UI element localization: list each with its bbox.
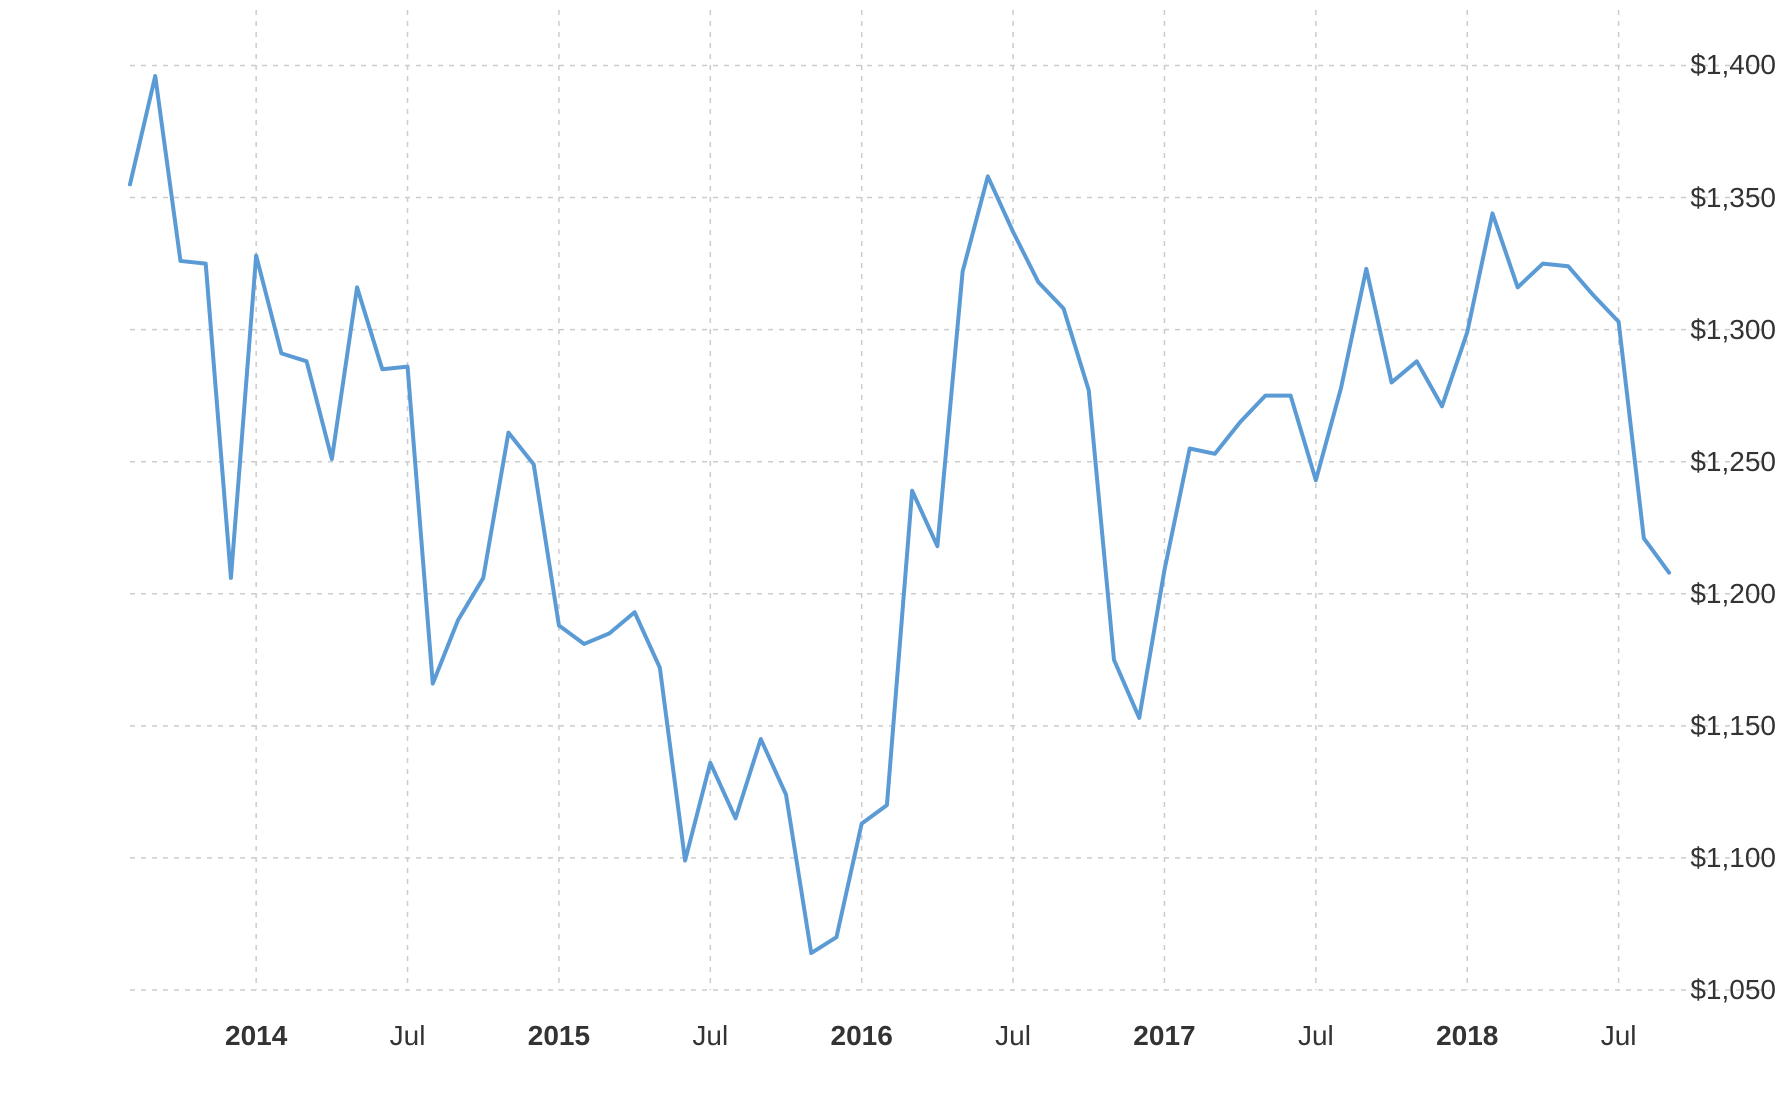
x-axis-label: Jul — [692, 1020, 728, 1052]
x-axis-label: 2014 — [225, 1020, 287, 1052]
x-axis-label: 2015 — [528, 1020, 590, 1052]
line-chart — [0, 0, 1776, 1120]
x-axis-label: Jul — [1601, 1020, 1637, 1052]
y-axis-label: $1,300 — [1658, 314, 1776, 346]
x-axis-label: 2018 — [1436, 1020, 1498, 1052]
y-axis-label: $1,150 — [1658, 710, 1776, 742]
y-axis-label: $1,250 — [1658, 446, 1776, 478]
x-axis-label: 2016 — [831, 1020, 893, 1052]
y-axis-label: $1,050 — [1658, 974, 1776, 1006]
x-axis-label: Jul — [1298, 1020, 1334, 1052]
y-axis-label: $1,100 — [1658, 842, 1776, 874]
y-axis-label: $1,350 — [1658, 182, 1776, 214]
x-axis-label: Jul — [390, 1020, 426, 1052]
y-axis-label: $1,200 — [1658, 578, 1776, 610]
y-axis-label: $1,400 — [1658, 49, 1776, 81]
x-axis-label: 2017 — [1133, 1020, 1195, 1052]
x-axis-label: Jul — [995, 1020, 1031, 1052]
